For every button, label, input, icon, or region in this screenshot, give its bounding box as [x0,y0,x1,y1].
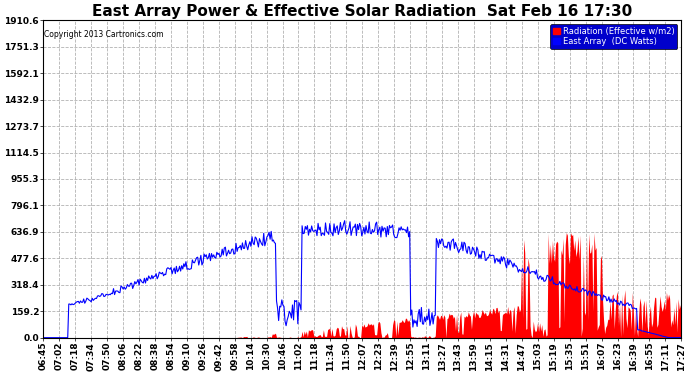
Legend: Radiation (Effective w/m2), East Array  (DC Watts): Radiation (Effective w/m2), East Array (… [551,24,677,49]
Text: Copyright 2013 Cartronics.com: Copyright 2013 Cartronics.com [44,30,164,39]
Title: East Array Power & Effective Solar Radiation  Sat Feb 16 17:30: East Array Power & Effective Solar Radia… [92,4,633,19]
